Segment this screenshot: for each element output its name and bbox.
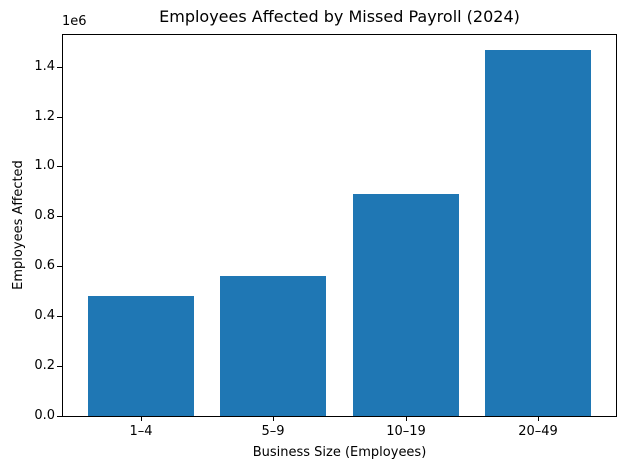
bar-20-49 — [485, 50, 591, 416]
x-tick-label-1-4: 1–4 — [129, 424, 153, 439]
x-tick-20-49 — [538, 417, 539, 421]
x-tick-label-5-9: 5–9 — [261, 424, 285, 439]
y-tick-label-0-4: 0.4 — [34, 308, 55, 323]
x-tick-5-9 — [273, 417, 274, 421]
y-tick-1-2 — [57, 117, 62, 118]
y-tick-0-4 — [57, 316, 62, 317]
y-tick-0-6 — [57, 266, 62, 267]
y-tick-label-0-6: 0.6 — [34, 258, 55, 273]
y-tick-label-1-4: 1.4 — [34, 59, 55, 74]
y-tick-0-2 — [57, 366, 62, 367]
x-axis-label: Business Size (Employees) — [252, 445, 427, 460]
y-tick-label-1-2: 1.2 — [34, 109, 55, 124]
y-tick-1-4 — [57, 67, 62, 68]
y-tick-0-8 — [57, 216, 62, 217]
bar-5-9 — [220, 276, 326, 416]
x-tick-label-20-49: 20–49 — [518, 424, 558, 439]
y-axis-offset-label: 1e6 — [62, 14, 87, 29]
x-tick-1-4 — [141, 417, 142, 421]
y-tick-label-0-2: 0.2 — [34, 358, 55, 373]
y-tick-0-0 — [57, 416, 62, 417]
y-tick-label-0-0: 0.0 — [34, 408, 55, 423]
bar-10-19 — [353, 194, 459, 416]
x-tick-label-10-19: 10–19 — [386, 424, 426, 439]
y-tick-1-0 — [57, 166, 62, 167]
x-tick-10-19 — [406, 417, 407, 421]
y-tick-label-0-8: 0.8 — [34, 208, 55, 223]
y-tick-label-1-0: 1.0 — [34, 158, 55, 173]
chart-title: Employees Affected by Missed Payroll (20… — [159, 7, 520, 26]
bar-1-4 — [88, 296, 194, 416]
